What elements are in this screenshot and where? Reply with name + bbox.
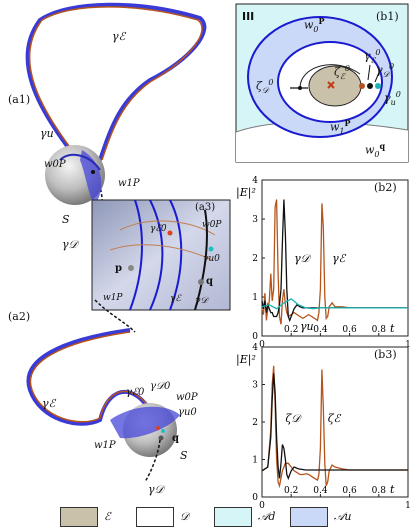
a1-curve-orange — [28, 6, 203, 161]
label-gamma-e-top: γℰ — [112, 30, 126, 43]
chart-b2-xtick-label: 0.8 — [372, 325, 387, 335]
chart-b3-xtick-start: 0 — [259, 501, 265, 511]
chart-b2-annotation: γu — [300, 320, 314, 333]
a3-label-q: q — [206, 276, 213, 287]
chart-b2-ytick-label: 0 — [252, 332, 258, 342]
chart-b2-ytick-label: 2 — [252, 254, 258, 264]
b1-label-zeta-e: ζℰ0 — [334, 64, 350, 81]
a3-label-gamma-u0: γu0 — [203, 254, 220, 264]
chart-b3-xtick-label: 0.6 — [342, 486, 357, 496]
b1-label-w0p: w0P — [304, 16, 325, 34]
b1-label-zeta-d: ζ𝒟0 — [256, 78, 274, 95]
chart-b3-ytick-label: 0 — [252, 493, 258, 503]
chart-b3-ytick-label: 1 — [252, 456, 258, 466]
chart-b2-xtick-label: 0.6 — [342, 325, 357, 335]
a3-label-w1p: w1P — [103, 293, 123, 303]
legend: ℰ 𝒟 𝒜d 𝒜u — [0, 505, 413, 529]
label-s-top: S — [62, 213, 70, 226]
a2-manifold — [110, 406, 180, 439]
chart-b3-ytick-label: 4 — [252, 343, 258, 353]
chart-b3-xlabel: t — [390, 483, 395, 496]
label-w1p-bottom: w1P — [94, 440, 116, 451]
b1-label-gamma-d: γ𝒟0 — [376, 62, 395, 79]
a1-manifold — [80, 150, 102, 205]
panel-label-b2: (b2) — [374, 181, 397, 194]
b1-label-gamma-e: γℰ0 — [364, 48, 381, 65]
a1-curve-blue — [25, 2, 207, 161]
label-s-bottom: S — [180, 449, 188, 462]
label-gamma-d0: γ𝒟0 — [150, 381, 171, 392]
a3-label-w0p: w0P — [202, 220, 222, 230]
label-gamma-e0: γℰ0 — [126, 387, 145, 398]
legend-swatch-ad — [214, 507, 252, 527]
chart-b2-ytick-label: 4 — [252, 176, 258, 186]
b1-label-w1p: w1P — [330, 118, 351, 136]
chart-b3-xtick-label: 0.8 — [372, 486, 387, 496]
chart-b3-series-0 — [261, 365, 408, 489]
chart-b2-ytick-label: 1 — [252, 293, 258, 303]
chart-b3-series-1 — [261, 373, 408, 481]
label-gamma-d-bottom: γ𝒟 — [148, 483, 164, 496]
label-q: q — [172, 433, 179, 444]
chart-b2-ytick-label: 3 — [252, 215, 258, 225]
legend-swatch-d — [136, 507, 174, 527]
chart-b2-xtick-start: 0 — [259, 340, 265, 350]
panel-b1-schematic — [235, 3, 409, 163]
chart-b2-series-2 — [261, 298, 408, 310]
chart-b2-series-0 — [261, 199, 408, 325]
chart-b3-xtick-label: 0.2 — [284, 486, 298, 496]
a3-label-p: p — [115, 263, 122, 274]
panel-label-b1: (b1) — [376, 10, 399, 23]
label-gamma-e-bottom: γℰ — [42, 397, 56, 410]
chart-b3-xtick-label: 0.4 — [313, 486, 328, 496]
legend-label-au: 𝒜u — [334, 510, 352, 523]
label-w1p-top: w1P — [118, 178, 140, 189]
label-gamma-u: γu — [40, 127, 54, 140]
panel-a-illustration — [25, 2, 231, 483]
a3-label-gamma-e0: γℰ0 — [150, 224, 167, 234]
legend-label-d: 𝒟 — [180, 510, 189, 523]
chart-b2-annotation: γ𝒟 — [294, 252, 312, 265]
a2-curve-orange — [29, 331, 156, 423]
b1-label-w0q: w0q — [365, 141, 386, 159]
chart-b2-xlabel: t — [390, 322, 395, 335]
panel-label-a3: (a3) — [195, 202, 216, 213]
legend-label-e: ℰ — [104, 510, 111, 523]
chart-b3-annotation: ζ𝒟 — [285, 412, 302, 425]
a3-label-gamma-e: γℰ — [170, 294, 181, 304]
chart-b3-ytick-label: 3 — [252, 381, 258, 391]
chart-b2-xtick-end: 1 — [405, 340, 411, 350]
chart-b3-xtick-end: 1 — [405, 501, 411, 511]
chart-b2-ylabel: |E|² — [236, 186, 256, 200]
chart-b2-annotation: γℰ — [332, 252, 347, 265]
a3-label-gamma-d: γ𝒟 — [195, 296, 208, 306]
b1-label-gamma-u: γu0 — [384, 90, 401, 107]
chart-b2-xtick-label: 0.2 — [284, 325, 298, 335]
chart-b2-xtick-label: 0.4 — [313, 325, 328, 335]
label-w0p-top: w0P — [44, 159, 66, 170]
b1-region-label: III — [242, 10, 255, 23]
label-gamma-u0: γu0 — [178, 407, 197, 418]
panel-label-a1: (a1) — [8, 93, 31, 106]
legend-swatch-au — [290, 507, 328, 527]
chart-b3-ylabel: |E|² — [236, 353, 256, 367]
chart-b3-annotation: ζℰ — [328, 412, 342, 425]
panel-label-a2: (a2) — [8, 310, 31, 323]
label-gamma-d-top: γ𝒟 — [62, 238, 78, 251]
label-w0p-bottom: w0P — [176, 392, 198, 403]
chart-b3-ytick-label: 2 — [252, 418, 258, 428]
legend-swatch-e — [60, 507, 98, 527]
legend-label-ad: 𝒜d — [258, 510, 276, 523]
a2-curve-black — [94, 299, 136, 333]
panel-label-b3: (b3) — [374, 348, 397, 361]
